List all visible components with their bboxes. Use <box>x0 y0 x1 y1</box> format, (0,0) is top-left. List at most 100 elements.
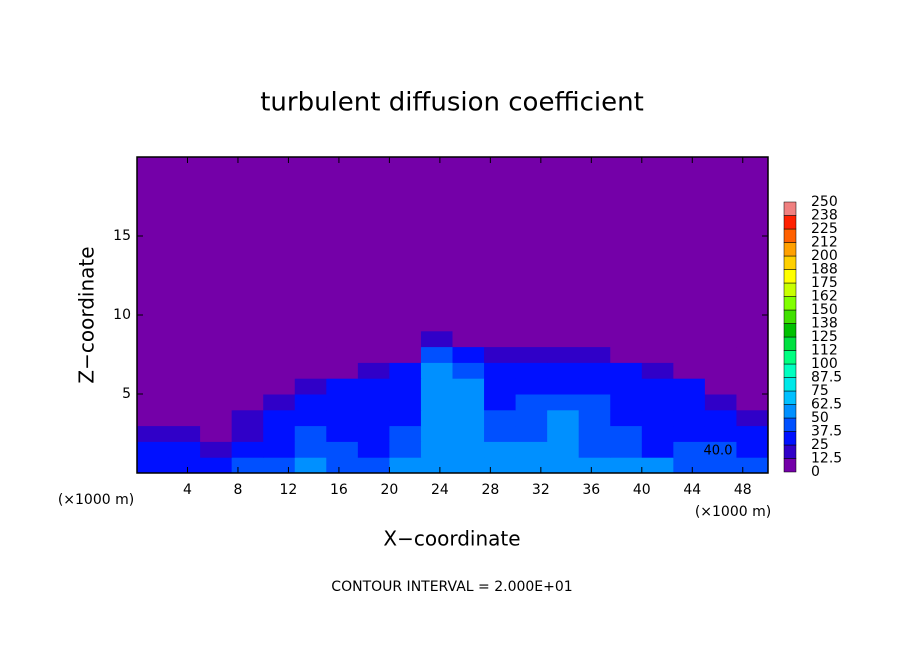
cell <box>547 441 580 458</box>
cell <box>452 378 485 395</box>
cell <box>736 378 769 395</box>
cell <box>420 330 453 348</box>
cell <box>578 394 611 411</box>
cell <box>515 378 548 395</box>
cell <box>357 330 390 348</box>
colorbar-label: 212 <box>811 235 838 251</box>
x-tick-label: 32 <box>532 482 550 498</box>
colorbar-label: 50 <box>811 410 829 426</box>
cell <box>137 441 170 458</box>
cell <box>484 157 517 332</box>
cell <box>200 378 233 395</box>
cell <box>357 378 390 395</box>
colorbar-band <box>783 282 797 297</box>
cell <box>673 346 706 363</box>
cell <box>294 157 327 332</box>
cell <box>263 362 296 379</box>
cell <box>578 409 611 427</box>
colorbar-label: 188 <box>811 262 838 278</box>
cell <box>736 441 769 458</box>
cell <box>515 330 548 348</box>
cell <box>137 425 170 442</box>
colorbar-label: 138 <box>811 316 838 332</box>
cell <box>200 346 233 363</box>
cell <box>673 425 706 442</box>
cell <box>452 330 485 348</box>
cell <box>547 346 580 363</box>
colorbar-label: 125 <box>811 329 838 345</box>
colorbar-band <box>783 201 797 216</box>
cell <box>610 441 643 458</box>
colorbar-label: 87.5 <box>811 370 842 386</box>
cell <box>231 394 264 411</box>
colorbar-label: 238 <box>811 208 838 224</box>
cell <box>515 346 548 363</box>
cell <box>704 457 737 474</box>
cell <box>263 425 296 442</box>
cell <box>736 457 769 474</box>
cell <box>704 378 737 395</box>
colorbar-band <box>783 269 797 284</box>
cell <box>294 346 327 363</box>
colorbar-label: 0 <box>811 464 820 480</box>
y-tick-label: 10 <box>113 307 131 323</box>
cell <box>641 362 674 379</box>
cell <box>704 441 737 458</box>
x-tick-label: 48 <box>734 482 752 498</box>
cell <box>389 409 422 427</box>
cell <box>420 425 453 442</box>
colorbar-band <box>783 390 797 405</box>
cell <box>389 441 422 458</box>
colorbar-band <box>783 215 797 230</box>
cell <box>389 457 422 474</box>
cell <box>578 346 611 363</box>
cell <box>484 330 517 348</box>
cell <box>610 157 643 332</box>
cell <box>357 425 390 442</box>
cell <box>484 378 517 395</box>
cell <box>231 362 264 379</box>
cell <box>168 441 201 458</box>
cell <box>137 330 170 348</box>
colorbar-band <box>783 444 797 459</box>
cell <box>294 378 327 395</box>
cell <box>294 362 327 379</box>
cell <box>704 394 737 411</box>
cell <box>137 362 170 379</box>
annotation: 40.0 <box>704 444 733 459</box>
cell <box>389 362 422 379</box>
cell <box>357 441 390 458</box>
cell <box>420 394 453 411</box>
colorbar-band <box>783 242 797 257</box>
cell <box>452 441 485 458</box>
colorbar-label: 75 <box>811 383 829 399</box>
cell <box>610 394 643 411</box>
cell <box>673 362 706 379</box>
cell <box>610 409 643 427</box>
cell <box>168 394 201 411</box>
x-tick-label: 8 <box>233 482 242 498</box>
x-tick-label: 44 <box>683 482 701 498</box>
cell <box>547 457 580 474</box>
x-tick-label: 40 <box>633 482 651 498</box>
cell <box>231 346 264 363</box>
cell <box>673 441 706 458</box>
cell <box>547 409 580 427</box>
cell <box>168 330 201 348</box>
cell <box>641 157 674 332</box>
cell <box>610 346 643 363</box>
cell <box>578 157 611 332</box>
cell <box>736 362 769 379</box>
cell <box>641 378 674 395</box>
colorbar-label: 225 <box>811 221 838 237</box>
cell <box>168 378 201 395</box>
cell <box>231 457 264 474</box>
cell <box>641 394 674 411</box>
cell <box>484 362 517 379</box>
colorbar-band <box>783 377 797 392</box>
cell <box>200 425 233 442</box>
cell <box>168 409 201 427</box>
cell <box>200 157 233 332</box>
cell <box>515 157 548 332</box>
